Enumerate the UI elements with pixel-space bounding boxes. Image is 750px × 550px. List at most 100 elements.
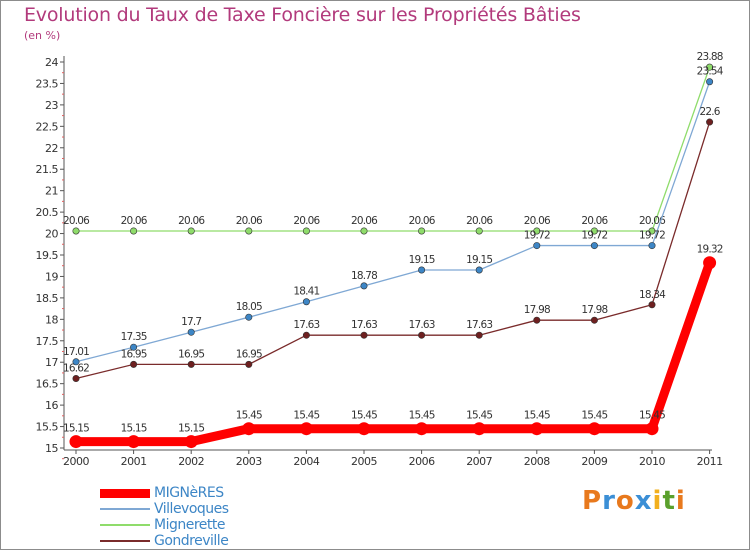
data-point [475, 331, 483, 339]
y-tick-label: 15 [45, 442, 58, 455]
x-tick-label: 2000 [63, 455, 89, 468]
y-tick-label: 15.5 [36, 421, 59, 434]
data-label: 16.95 [121, 348, 147, 360]
data-point [245, 313, 253, 321]
proxiti-logo: Proxiti [582, 486, 686, 516]
data-label: 19.72 [524, 230, 550, 242]
data-label: 17.63 [466, 319, 492, 331]
data-point [360, 282, 368, 290]
legend-label-mignieres: MIGNèRES [154, 485, 224, 501]
data-label: 17.63 [409, 319, 435, 331]
data-label: 17.98 [524, 304, 550, 316]
data-label: 23.54 [697, 66, 724, 78]
y-tick-label: 18.5 [36, 292, 59, 305]
data-label: 20.06 [351, 215, 378, 227]
data-label: 15.45 [466, 410, 492, 422]
data-point [475, 266, 483, 274]
data-label: 15.45 [524, 410, 550, 422]
data-label: 20.06 [581, 215, 608, 227]
data-point [706, 118, 714, 126]
data-point [302, 227, 310, 235]
data-point [357, 422, 371, 436]
logo-letter: o [615, 486, 635, 516]
data-label: 15.45 [639, 410, 665, 422]
x-tick-label: 2011 [697, 455, 723, 468]
data-label: 20.06 [293, 215, 320, 227]
data-label: 15.15 [121, 423, 147, 435]
y-tick-label: 19.5 [36, 249, 59, 262]
y-tick-label: 20.5 [36, 206, 59, 219]
data-point [184, 435, 198, 449]
data-point [418, 331, 426, 339]
legend-swatch-mignieres [100, 489, 150, 498]
data-label: 15.45 [581, 410, 607, 422]
data-label: 17.98 [581, 304, 607, 316]
y-tick-label: 17.5 [36, 335, 59, 348]
data-point [706, 63, 714, 71]
y-tick-label: 17 [45, 356, 58, 369]
data-point [533, 227, 541, 235]
data-point [530, 422, 544, 436]
data-label: 17.7 [181, 316, 201, 328]
data-label: 17.63 [293, 319, 319, 331]
data-point [130, 343, 138, 351]
y-tick-label: 22 [45, 142, 58, 155]
y-tick-label: 16.5 [36, 378, 59, 391]
data-label: 15.15 [63, 423, 89, 435]
data-point [72, 358, 80, 366]
data-point [187, 360, 195, 368]
data-label: 20.06 [63, 215, 90, 227]
data-point [648, 242, 656, 250]
logo-letter: P [582, 486, 603, 516]
y-tick-label: 19 [45, 270, 58, 283]
data-label: 16.95 [236, 348, 262, 360]
logo-letter: x [634, 486, 653, 516]
data-point [475, 227, 483, 235]
data-point [645, 422, 659, 436]
y-tick-label: 24 [45, 56, 58, 69]
data-label: 17.35 [121, 331, 147, 343]
data-label: 20.06 [409, 215, 436, 227]
data-point [302, 298, 310, 306]
x-tick-label: 2010 [639, 455, 665, 468]
data-point [587, 422, 601, 436]
data-point [130, 360, 138, 368]
data-point [299, 422, 313, 436]
logo-letter: r [602, 486, 616, 516]
data-point [590, 316, 598, 324]
data-label: 20.06 [236, 215, 263, 227]
data-point [69, 435, 83, 449]
data-label: 19.15 [466, 254, 492, 266]
data-label: 20.06 [178, 215, 205, 227]
x-tick-label: 2004 [293, 455, 319, 468]
data-point [187, 227, 195, 235]
data-label: 15.45 [236, 410, 262, 422]
y-tick-label: 23.5 [36, 77, 59, 90]
legend-label-gondreville: Gondreville [154, 533, 229, 549]
legend-swatch-mignerette [100, 524, 150, 526]
data-label: 19.32 [697, 244, 723, 256]
x-tick-label: 2003 [236, 455, 262, 468]
data-label: 18.41 [293, 286, 319, 298]
data-point [127, 435, 141, 449]
data-label: 18.34 [639, 289, 666, 301]
series-line [71, 258, 715, 447]
data-point [72, 227, 80, 235]
data-label: 17.63 [351, 319, 377, 331]
y-tick-label: 18 [45, 313, 58, 326]
data-label: 20.06 [524, 215, 551, 227]
data-point [187, 328, 195, 336]
x-tick-label: 2006 [409, 455, 435, 468]
data-label: 23.88 [697, 51, 723, 63]
legend-label-villevoques: Villevoques [154, 501, 229, 517]
series-line [75, 66, 711, 232]
legend-swatch-gondreville [100, 540, 150, 542]
data-point [72, 375, 80, 383]
data-label: 17.01 [63, 346, 89, 358]
x-tick-label: 2005 [351, 455, 377, 468]
data-point [245, 227, 253, 235]
data-label: 20.06 [121, 215, 148, 227]
x-tick-label: 2009 [581, 455, 607, 468]
